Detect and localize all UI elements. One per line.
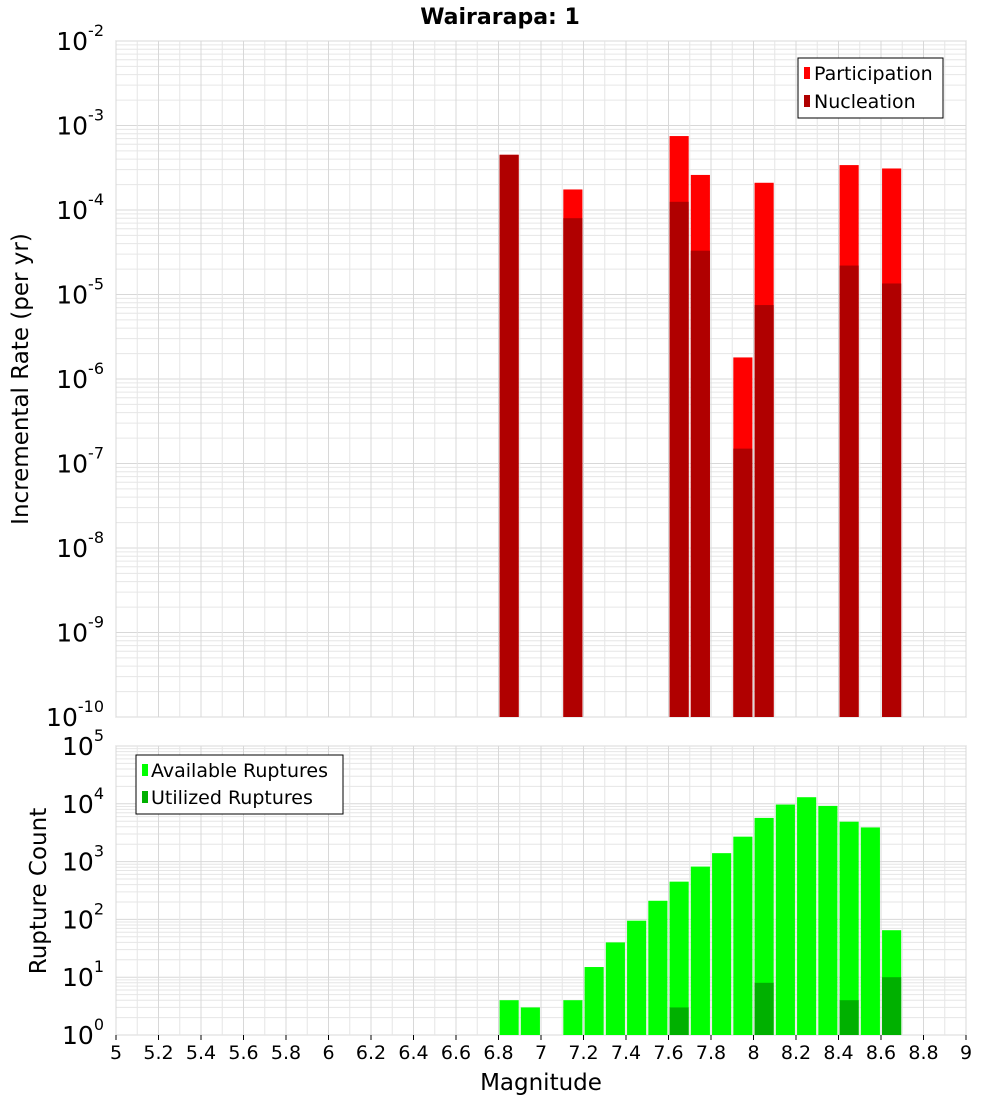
nucleation-bar: [563, 218, 583, 717]
available-ruptures-bar: [563, 1000, 583, 1035]
utilized-legend-swatch: [142, 791, 148, 803]
rate-y-axis-label: Incremental Rate (per yr): [8, 233, 34, 525]
rate-legend: Participation Nucleation: [797, 57, 944, 119]
magnitude-x-tick-label: 6.2: [356, 1042, 386, 1064]
count-y-tick-label: 100: [62, 1015, 104, 1050]
available-ruptures-bar: [690, 866, 710, 1035]
count-y-tick-label: 103: [62, 842, 104, 877]
count-y-tick-label: 105: [62, 726, 104, 761]
nucleation-bar: [499, 154, 519, 718]
utilized-ruptures-bar: [882, 977, 902, 1035]
utilized-legend-label: Utilized Ruptures: [151, 787, 313, 809]
rate-plot-bars: [499, 136, 902, 718]
available-ruptures-bar: [669, 881, 689, 1035]
nucleation-bar: [690, 250, 710, 717]
utilized-ruptures-bar: [669, 1007, 689, 1035]
available-ruptures-bar: [818, 805, 838, 1035]
available-ruptures-bar: [584, 967, 604, 1035]
nucleation-bar: [669, 201, 689, 718]
magnitude-x-tick-label: 5.4: [186, 1042, 216, 1064]
rate-y-tick-label: 10-7: [56, 444, 104, 479]
available-ruptures-bar: [733, 836, 753, 1035]
rate-y-tick-label: 10-9: [56, 613, 104, 648]
available-legend-label: Available Ruptures: [151, 760, 328, 782]
magnitude-x-tick-label: 6.8: [483, 1042, 513, 1064]
magnitude-x-tick-label: 8.2: [781, 1042, 811, 1064]
count-y-tick-label: 104: [62, 784, 104, 819]
nucleation-legend-swatch: [804, 95, 810, 107]
count-plot: 100 101 102 103 104 105 5 5.2 5.4 5.6 5.8 6 6.2 6.4 6…: [26, 726, 972, 1096]
magnitude-x-tick-label: 8.8: [908, 1042, 938, 1064]
rate-plot-grid: [115, 40, 967, 718]
magnitude-x-tick-label: 5.6: [228, 1042, 258, 1064]
rate-y-tick-label: 10-5: [56, 275, 104, 310]
magnitude-x-tick-label: 7: [535, 1042, 547, 1064]
magnitude-x-tick-label: 9: [960, 1042, 972, 1064]
rate-legend-box: [797, 57, 944, 119]
nucleation-legend-label: Nucleation: [814, 91, 916, 113]
magnitude-x-tick-label: 7.4: [611, 1042, 641, 1064]
available-ruptures-bar: [712, 853, 732, 1035]
magnitude-x-tick-label: 6.4: [398, 1042, 428, 1064]
count-legend: Available Ruptures Utilized Ruptures: [135, 754, 344, 815]
utilized-ruptures-bar: [839, 1000, 859, 1035]
nucleation-bar: [733, 448, 753, 717]
magnitude-x-tick-label: 5.8: [271, 1042, 301, 1064]
count-legend-box: [135, 754, 344, 815]
available-ruptures-bar: [627, 920, 647, 1035]
utilized-ruptures-bar: [754, 982, 774, 1035]
rate-y-tick-label: 10-8: [56, 528, 104, 563]
magnitude-x-axis-label: Magnitude: [480, 1070, 602, 1096]
magnitude-x-tick-label: 7.6: [653, 1042, 683, 1064]
participation-legend-label: Participation: [814, 63, 933, 85]
rate-y-tick-label: 10-2: [56, 21, 104, 56]
available-ruptures-bar: [605, 942, 625, 1035]
available-ruptures-bar: [754, 817, 774, 1035]
available-ruptures-bar: [797, 797, 817, 1035]
count-y-axis-label: Rupture Count: [26, 808, 52, 974]
participation-legend-swatch: [804, 67, 810, 79]
count-plot-bars: [499, 797, 902, 1035]
magnitude-x-tick-label: 5: [110, 1042, 122, 1064]
available-ruptures-bar: [520, 1007, 540, 1035]
rate-y-ticks: 10-10 10-9 10-8 10-7 10-6 10-5 10-4 10-3 10-2: [46, 21, 104, 732]
rate-plot: 10-10 10-9 10-8 10-7 10-6 10-5 10-4 10-3 10-2 In…: [8, 21, 967, 732]
rate-y-tick-label: 10-4: [56, 190, 104, 225]
nucleation-bar: [839, 265, 859, 717]
available-legend-swatch: [142, 764, 148, 776]
chart-title: Wairarapa: 1: [420, 5, 580, 30]
magnitude-x-tick-label: 8.4: [823, 1042, 853, 1064]
rate-y-tick-label: 10-3: [56, 106, 104, 141]
magnitude-x-tick-label: 6: [322, 1042, 334, 1064]
rate-y-tick-label: 10-6: [56, 359, 104, 394]
available-ruptures-bar: [648, 900, 668, 1035]
magnitude-x-tick-label: 8.6: [866, 1042, 896, 1064]
count-y-tick-label: 102: [62, 899, 104, 934]
rate-y-tick-label: 10-10: [46, 697, 104, 732]
magnitude-x-tick-label: 7.2: [568, 1042, 598, 1064]
available-ruptures-bar: [839, 821, 859, 1035]
nucleation-bar: [882, 283, 902, 717]
magnitude-x-tick-label: 7.8: [696, 1042, 726, 1064]
magnitude-x-ticks: 5 5.2 5.4 5.6 5.8 6 6.2 6.4 6.6 6.8 7 7.2 7.4 7.6 7.8 8…: [110, 1035, 972, 1064]
available-ruptures-bar: [499, 1000, 519, 1035]
magnitude-x-tick-label: 8: [747, 1042, 759, 1064]
magnitude-x-tick-label: 6.6: [441, 1042, 471, 1064]
count-y-tick-label: 101: [62, 957, 104, 992]
magnitude-x-tick-label: 5.2: [143, 1042, 173, 1064]
nucleation-bar: [754, 305, 774, 717]
available-ruptures-bar: [860, 827, 880, 1035]
available-ruptures-bar: [775, 804, 795, 1035]
count-y-ticks: 100 101 102 103 104 105: [62, 726, 104, 1050]
